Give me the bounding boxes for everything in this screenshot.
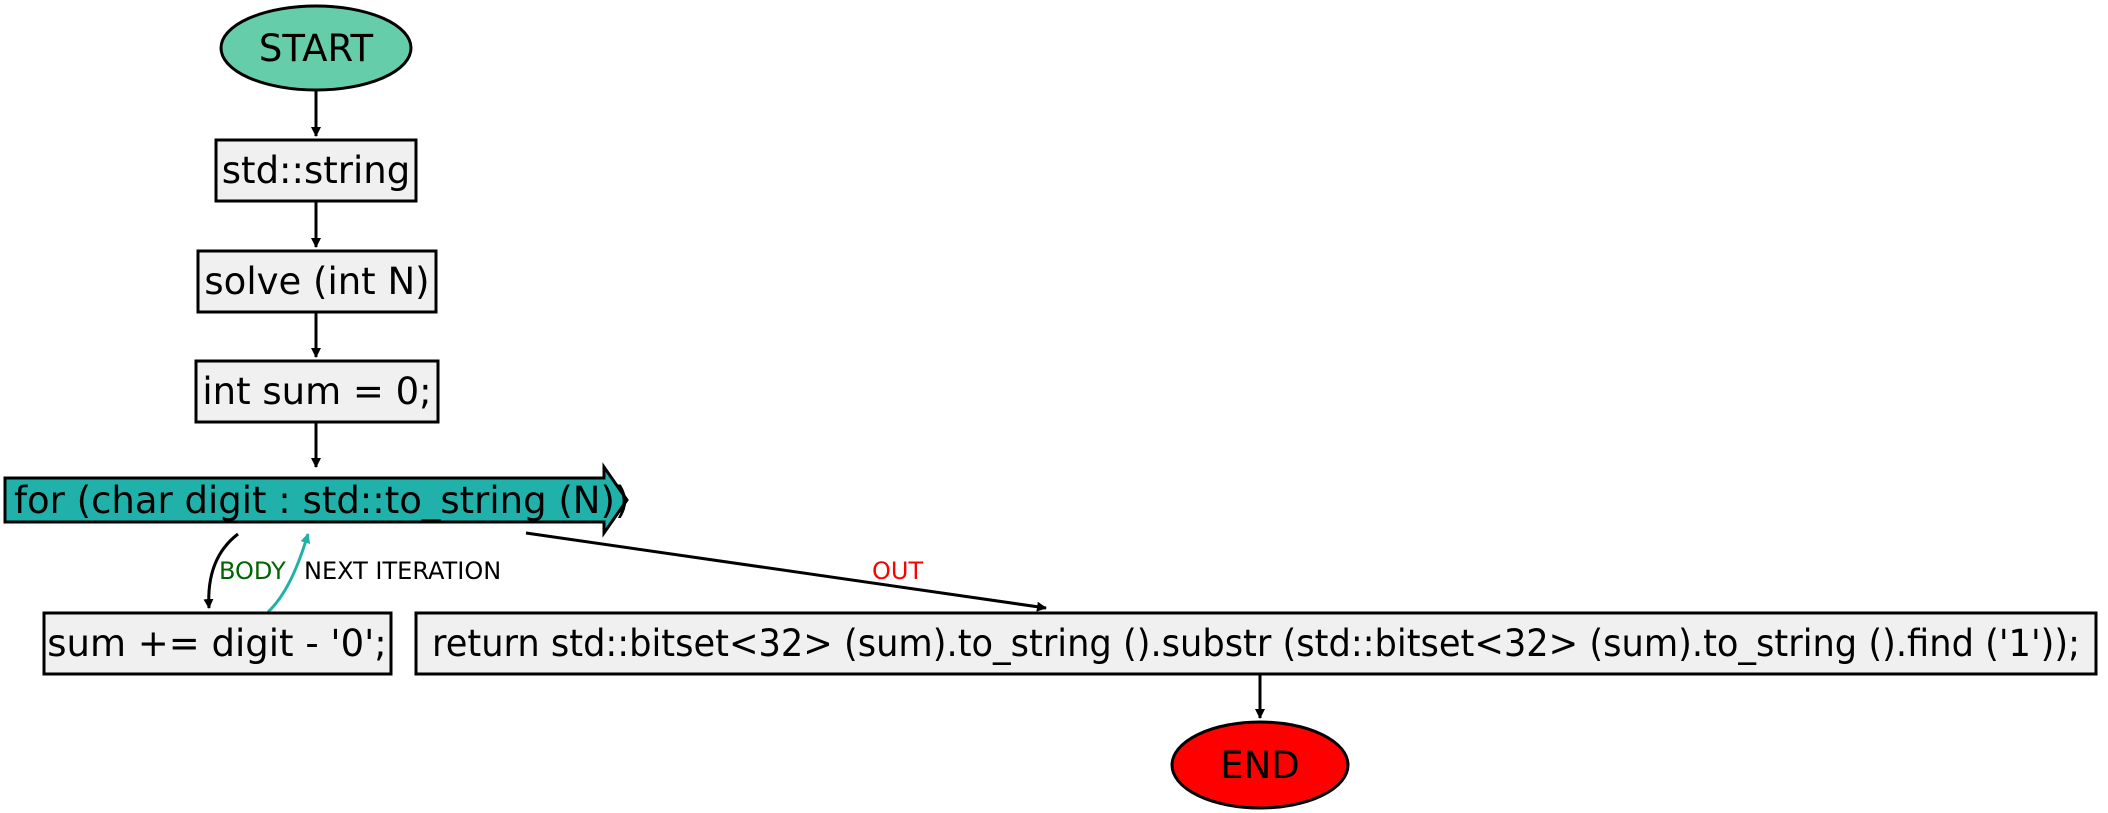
loop-body-node [42,611,393,676]
start-label: START [259,27,374,70]
loop-body-label: sum += digit - '0'; [47,622,387,665]
function-node [196,249,438,314]
edge-loop-body [203,532,239,609]
end-node [1170,720,1350,810]
init-label: int sum = 0; [202,370,431,413]
edge-label-body: BODY [219,557,286,585]
return-label: return std::bitset<32> (sum).to_string (… [432,622,2080,665]
loop-node [3,462,629,538]
edge-next-iteration [266,533,311,614]
declaration-label: std::string [222,149,410,192]
edge-label-next-iteration: NEXT ITERATION [304,557,501,585]
init-node [194,359,440,424]
edge-loop-out [525,531,1047,612]
edge-label-out: OUT [872,557,923,585]
start-node [219,4,413,92]
end-label: END [1220,744,1300,787]
return-node [414,611,2098,676]
function-label: solve (int N) [204,260,429,303]
declaration-node [214,138,418,203]
loop-label: for (char digit : std::to_string (N)) [14,479,629,522]
